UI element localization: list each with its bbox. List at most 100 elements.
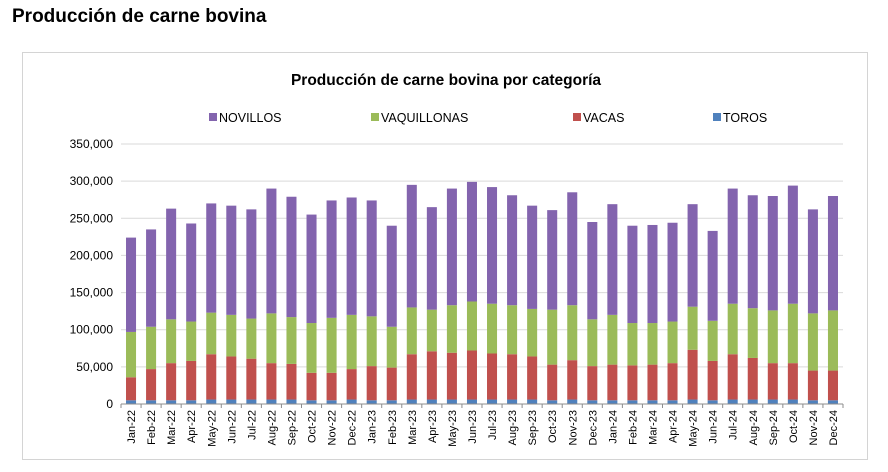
bar-segment-novillos [587, 222, 598, 320]
bar-segment-novillos [346, 197, 357, 315]
bar-segment-vaquillonas [246, 318, 257, 359]
bar-segment-vacas [286, 363, 297, 400]
legend-swatch-vacas [573, 113, 581, 121]
y-axis: 350,000 300,000 250,000 200,000 150,000 100,0… [70, 137, 114, 411]
bar-segment-vaquillonas [126, 331, 137, 378]
bar-segment-toros [286, 399, 297, 404]
bar-segment-vacas [446, 352, 457, 400]
bar-segment-novillos [466, 181, 477, 302]
y-tick-label: 150,000 [70, 286, 114, 300]
bar-segment-novillos [306, 214, 317, 324]
y-tick-label: 50,000 [76, 360, 113, 374]
x-tick-label: Jan-23 [367, 410, 379, 444]
bar-segment-vacas [146, 369, 157, 401]
bar-segment-novillos [667, 222, 678, 322]
x-tick-label: Jul-22 [246, 410, 258, 440]
bar-segment-vaquillonas [146, 326, 157, 370]
bar-segment-toros [366, 400, 377, 404]
x-axis: Jan-22 Feb-22 Mar-22 Apr-22 May-22 Jun-22 Jul-… [120, 403, 844, 447]
legend-swatch-novillos [209, 113, 217, 121]
bar-segment-toros [727, 399, 738, 404]
bar-segment-vaquillonas [527, 308, 538, 357]
bar-segment-vaquillonas [707, 320, 718, 361]
bar-segment-toros [206, 399, 217, 404]
y-tick-label: 350,000 [70, 137, 114, 151]
bar-segment-toros [747, 399, 758, 404]
bar-segment-vacas [727, 354, 738, 400]
bar-segment-vacas [366, 366, 377, 401]
bar-segment-vaquillonas [787, 303, 798, 364]
bar-segment-novillos [607, 204, 618, 315]
x-tick-label: Mar-23 [407, 410, 419, 445]
bar-segment-toros [246, 399, 257, 404]
x-tick-label: Feb-22 [146, 410, 158, 445]
bar-segment-vaquillonas [386, 326, 397, 368]
bar-segment-novillos [206, 203, 217, 313]
legend-label-vacas: VACAS [583, 111, 624, 125]
bar-segment-vacas [647, 364, 658, 401]
bar-segment-novillos [246, 209, 257, 319]
bar-segment-vacas [627, 365, 638, 401]
bar-segment-vacas [406, 354, 417, 400]
bar-segment-vacas [787, 363, 798, 400]
bar-segment-vaquillonas [466, 301, 477, 351]
bar-segment-novillos [426, 207, 437, 310]
bar-segment-novillos [567, 192, 578, 306]
chart-container: Producción de carne bovina por categoría… [22, 52, 868, 460]
bar-segment-toros [386, 400, 397, 404]
bar-segment-novillos [406, 184, 417, 308]
x-tick-label: Jun-22 [226, 410, 238, 444]
bar-segment-novillos [386, 225, 397, 327]
bar-segment-vaquillonas [767, 310, 778, 364]
x-tick-label: Sep-24 [768, 410, 780, 445]
bar-segment-vaquillonas [487, 303, 498, 354]
bar-segment-toros [807, 400, 818, 404]
bar-segment-vacas [807, 370, 818, 401]
bar-segment-vaquillonas [326, 317, 337, 373]
bar-segment-vacas [126, 377, 137, 401]
bar-segment-novillos [527, 205, 538, 309]
bar-segment-vaquillonas [186, 321, 197, 361]
bar-segment-novillos [226, 205, 237, 315]
bar-segment-vacas [226, 356, 237, 400]
x-tick-label: Dec-24 [828, 410, 840, 445]
x-tick-label: Dec-23 [587, 410, 599, 445]
bar-segment-novillos [446, 188, 457, 306]
bar-segment-vacas [527, 356, 538, 400]
bar-segment-vacas [567, 360, 578, 400]
bar-segment-novillos [507, 195, 518, 306]
bar-segment-toros [507, 399, 518, 404]
bar-segment-toros [466, 399, 477, 404]
y-tick-label: 200,000 [70, 248, 114, 262]
bar-segment-novillos [647, 224, 658, 324]
bar-segment-novillos [487, 187, 498, 304]
bar-segment-vacas [827, 370, 838, 401]
x-tick-label: Jun-24 [708, 410, 720, 444]
x-tick-label: May-23 [447, 410, 459, 447]
bar-segment-vaquillonas [727, 303, 738, 355]
x-tick-label: Oct-22 [307, 410, 319, 443]
bar-segment-vacas [346, 369, 357, 400]
x-tick-label: Jul-24 [728, 410, 740, 440]
bar-segment-vacas [547, 364, 558, 401]
bar-segment-toros [707, 400, 718, 404]
bar-segment-novillos [547, 210, 558, 310]
bar-segment-vacas [707, 360, 718, 401]
bar-segment-toros [667, 400, 678, 404]
bar-segment-toros [166, 400, 177, 404]
bar-segment-vacas [306, 372, 317, 401]
bar-segment-vaquillonas [406, 307, 417, 355]
y-tick-label: 300,000 [70, 174, 114, 188]
x-tick-label: May-24 [688, 410, 700, 447]
bar-segment-toros [326, 400, 337, 404]
bar-segment-vaquillonas [627, 323, 638, 366]
bar-segment-toros [547, 400, 558, 404]
bar-segment-toros [346, 399, 357, 404]
bar-segment-vacas [507, 354, 518, 400]
x-tick-label: Jun-23 [467, 410, 479, 444]
bar-segment-novillos [366, 200, 377, 317]
bar-segment-vacas [166, 363, 177, 401]
bar-segment-vaquillonas [547, 309, 558, 365]
bar-segment-toros [567, 399, 578, 404]
bar-segment-vaquillonas [266, 313, 277, 364]
